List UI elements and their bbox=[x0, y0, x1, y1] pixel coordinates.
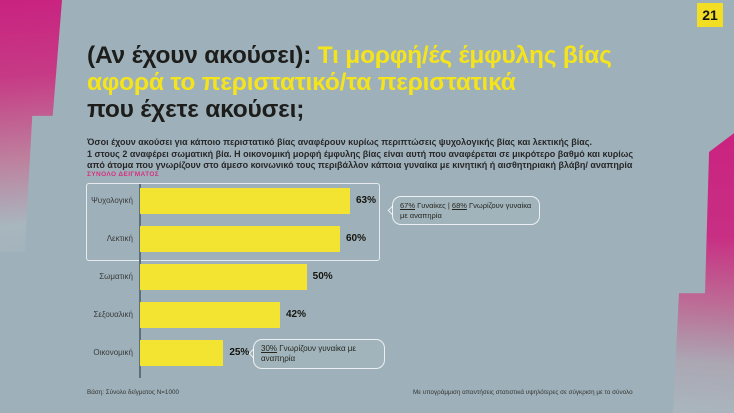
bar-value: 42% bbox=[285, 309, 306, 320]
slide-title: (Αν έχουν ακούσει): Τι μορφή/ές έμφυλης … bbox=[87, 42, 697, 123]
callout-women-disability: 67% Γυναίκες | 68% Γνωρίζουν γυναίκα με … bbox=[387, 196, 540, 225]
bar-label: Σεξουαλική bbox=[93, 310, 133, 319]
subtitle-line-1: Όσοι έχουν ακούσει για κάποιο περιστατικ… bbox=[87, 137, 592, 147]
left-magenta-decoration bbox=[0, 0, 62, 252]
title-suffix: που έχετε ακούσει; bbox=[87, 96, 305, 123]
page-number-badge: 21 bbox=[697, 3, 723, 27]
subtitle: Όσοι έχουν ακούσει για κάποιο περιστατικ… bbox=[87, 137, 687, 172]
title-highlight-2: αφορά το περιστατικό/τα περιστατικά bbox=[87, 69, 516, 96]
bar-value: 25% bbox=[229, 347, 250, 358]
bar-row-sexual: Σεξουαλική 42% bbox=[87, 302, 607, 328]
page-number: 21 bbox=[702, 7, 718, 23]
bar-fill bbox=[140, 264, 307, 290]
subtitle-line-2: 1 στους 2 αναφέρει σωματική βία. Η οικον… bbox=[87, 148, 634, 159]
bar-label: Ψυχολογική bbox=[91, 196, 133, 205]
callout-text: 30% Γνωρίζουν γυναίκα με αναπηρία bbox=[261, 344, 356, 363]
footer-underline-note: Με υπογράμμιση απαντήσεις στατιστικά υψη… bbox=[413, 389, 633, 396]
bar-value: 63% bbox=[355, 195, 376, 206]
sample-size-label: ΣΥΝΟΛΟ ΔΕΙΓΜΑΤΟΣ bbox=[87, 171, 160, 178]
bar-label: Σωματική bbox=[99, 272, 133, 281]
callout-know-disability: 30% Γνωρίζουν γυναίκα με αναπηρία bbox=[248, 339, 385, 369]
bar-value: 50% bbox=[312, 271, 333, 282]
bar-row-psychological: Ψυχολογική 63% bbox=[87, 188, 607, 214]
bar-row-physical: Σωματική 50% bbox=[87, 264, 607, 290]
title-line-1: (Αν έχουν ακούσει): Τι μορφή/ές έμφυλης … bbox=[87, 42, 697, 69]
bar-row-economic: Οικονομική 25% bbox=[87, 340, 607, 366]
callout-text: 67% Γυναίκες | 68% Γνωρίζουν γυναίκα με … bbox=[400, 201, 532, 220]
footer-base-note: Βάση: Σύνολο δείγματος N=1000 bbox=[87, 389, 179, 396]
bar-value: 60% bbox=[345, 233, 366, 244]
subtitle-line-3: από άτομα που γνωρίζουν στο άμεσο κοινων… bbox=[87, 160, 633, 170]
title-highlight-1: Τι μορφή/ές έμφυλης βίας bbox=[317, 42, 612, 69]
bar-fill bbox=[140, 226, 340, 252]
bar-label: Οικονομική bbox=[93, 348, 133, 357]
bar-label: Λεκτική bbox=[106, 234, 133, 243]
title-prefix: (Αν έχουν ακούσει): bbox=[87, 42, 318, 69]
bar-fill bbox=[140, 302, 280, 328]
top-bars-highlight-box bbox=[86, 183, 380, 261]
bar-row-verbal: Λεκτική 60% bbox=[87, 226, 607, 252]
bar-fill bbox=[140, 188, 350, 214]
bar-fill bbox=[140, 340, 224, 366]
